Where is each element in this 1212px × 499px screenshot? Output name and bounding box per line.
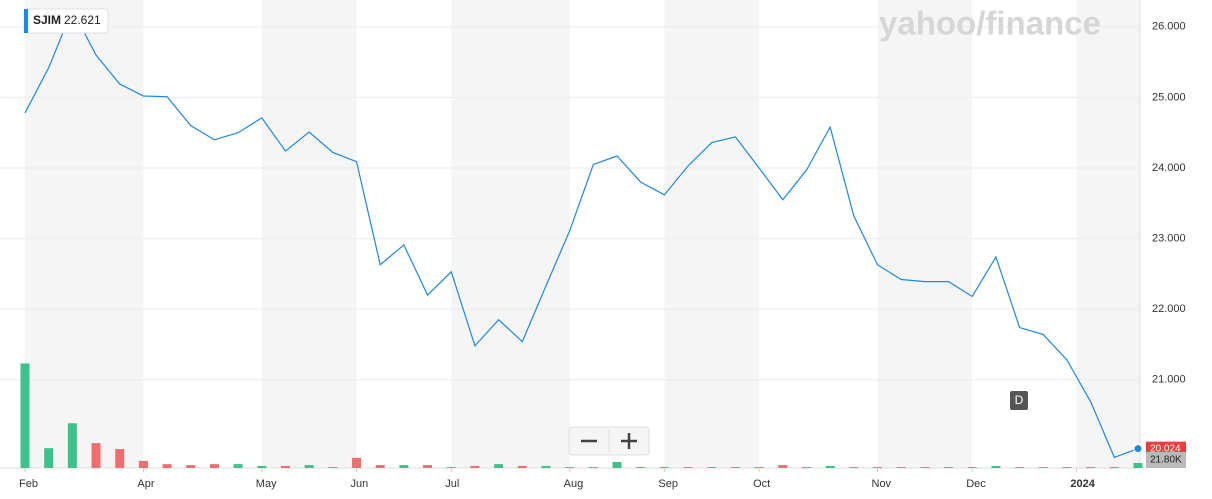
volume-bar [1062, 467, 1072, 468]
volume-bar [470, 465, 480, 468]
volume-bar [801, 467, 811, 468]
volume-bar [91, 443, 101, 468]
volume-bar [612, 462, 622, 468]
month-band [877, 0, 973, 468]
y-tick-label: 25.000 [1152, 91, 1186, 103]
symbol: SJIM [33, 13, 61, 27]
volume-bar [967, 467, 977, 468]
volume-bar [257, 465, 267, 468]
x-tick-label: Feb [19, 478, 38, 490]
x-tick-label: Jul [445, 478, 459, 490]
volume-bar [588, 467, 598, 468]
x-tick-label: 2024 [1070, 478, 1095, 490]
volume-bar [375, 465, 385, 468]
volume-bar [896, 467, 906, 468]
volume-bar [1038, 467, 1048, 468]
volume-bar [707, 467, 717, 468]
volume-bar [1015, 467, 1025, 468]
header-marker [24, 9, 28, 33]
volume-bar [423, 465, 433, 468]
volume-bar [162, 464, 172, 468]
volume-bar [328, 467, 338, 468]
y-tick-label: 22.000 [1152, 303, 1186, 315]
volume-bar [186, 465, 196, 468]
month-band [261, 0, 357, 468]
volume-bar [849, 467, 859, 468]
volume-bar [659, 467, 669, 468]
volume-bar [1133, 463, 1143, 468]
volume-bar [233, 464, 243, 468]
volume-bar [944, 467, 954, 468]
volume-bar [280, 465, 290, 468]
x-tick-label: Oct [753, 478, 770, 490]
volume-bar [873, 467, 883, 468]
x-tick-label: Sep [658, 478, 678, 490]
last-point [1133, 444, 1143, 454]
volume-bar [138, 460, 148, 468]
month-band [1076, 0, 1140, 468]
x-tick-label: May [256, 478, 277, 490]
last-price-label: 20.024 [1150, 443, 1181, 454]
volume-bar [494, 464, 504, 468]
volume-bar [730, 467, 740, 468]
volume-bar [991, 465, 1001, 468]
zoom-controls[interactable] [568, 426, 650, 456]
volume-bar [636, 467, 646, 468]
x-tick-label: Aug [564, 478, 584, 490]
x-tick-label: Dec [966, 478, 986, 490]
y-tick-label: 26.000 [1152, 21, 1186, 33]
volume-bar [517, 465, 527, 468]
y-tick-label: 21.000 [1152, 374, 1186, 386]
volume-badge [1146, 452, 1186, 468]
x-tick-label: Nov [872, 478, 892, 490]
volume-bar [304, 465, 314, 468]
volume-bar [778, 465, 788, 468]
interval-label[interactable]: D [1015, 393, 1024, 407]
month-band [25, 0, 144, 468]
volume-bar [1086, 467, 1096, 468]
interval-button[interactable] [1010, 391, 1028, 410]
volume-bar [754, 467, 764, 468]
y-tick-label: 24.000 [1152, 162, 1186, 174]
volume-bar [1109, 467, 1119, 468]
volume-bar [825, 465, 835, 468]
watermark: yahoo/finance [879, 5, 1101, 42]
header-price: 22.621 [64, 13, 101, 27]
volume-bar [399, 465, 409, 468]
volume-bar [541, 465, 551, 468]
x-tick-label: Apr [137, 478, 154, 490]
volume-last-label: 21.80K [1150, 455, 1182, 466]
month-band [451, 0, 570, 468]
price-line [24, 8, 1139, 459]
volume-bar [115, 449, 125, 468]
volume-bar [352, 457, 362, 468]
y-tick-label: 23.000 [1152, 232, 1186, 244]
volume-bar [920, 467, 930, 468]
volume-bar [44, 448, 54, 468]
volume-bar [20, 363, 30, 468]
x-tick-label: Jun [351, 478, 369, 490]
volume-bar [209, 464, 219, 468]
volume-bar [565, 467, 575, 468]
volume-bar [683, 467, 693, 468]
month-band [664, 0, 760, 468]
volume-bar [67, 423, 77, 468]
volume-bar [446, 467, 456, 468]
